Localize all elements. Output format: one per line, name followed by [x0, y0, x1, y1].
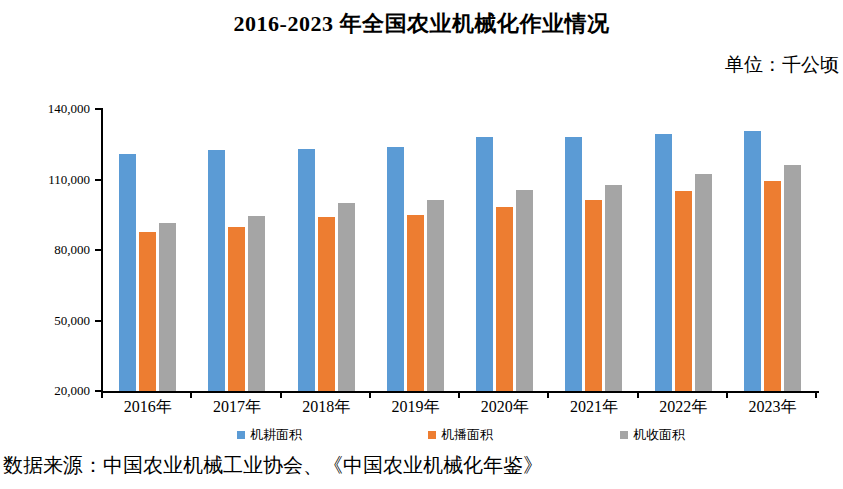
bar-series2-cat5: [605, 185, 622, 391]
legend-item: 机收面积: [620, 426, 685, 444]
legend-label: 机播面积: [441, 426, 493, 444]
bar-series1-cat5: [585, 200, 602, 392]
plot-area: [103, 109, 817, 391]
x-category-label: 2016年: [103, 397, 192, 418]
y-tick-label: 110,000: [0, 172, 90, 188]
bar-series2-cat3: [427, 200, 444, 391]
bar-series0-cat3: [387, 147, 404, 391]
x-category-label: 2019年: [371, 397, 460, 418]
bar-series2-cat0: [159, 223, 176, 391]
x-category-label: 2022年: [639, 397, 728, 418]
bar-series2-cat2: [338, 203, 355, 392]
y-tick-label: 80,000: [0, 242, 90, 258]
legend-swatch: [620, 431, 628, 439]
y-tick-label: 20,000: [0, 383, 90, 399]
y-tick-mark: [95, 320, 101, 322]
x-category-label: 2023年: [728, 397, 817, 418]
bar-series1-cat4: [496, 207, 513, 391]
bar-series1-cat6: [675, 191, 692, 391]
bar-series0-cat5: [565, 137, 582, 392]
chart-title: 2016-2023 年全国农业机械化作业情况: [0, 9, 843, 39]
y-tick-mark: [95, 179, 101, 181]
bar-series1-cat3: [407, 215, 424, 391]
data-source-note: 数据来源：中国农业机械工业协会、《中国农业机械化年鉴》: [3, 452, 543, 479]
y-tick-mark: [95, 390, 101, 392]
y-tick-mark: [95, 108, 101, 110]
legend-swatch: [428, 431, 436, 439]
chart-legend: 机耕面积 机播面积 机收面积: [0, 426, 843, 444]
x-category-label: 2020年: [460, 397, 549, 418]
bar-series0-cat6: [655, 134, 672, 391]
x-category-label: 2021年: [549, 397, 638, 418]
bar-series2-cat4: [516, 190, 533, 391]
x-axis-line: [101, 391, 819, 393]
bar-series0-cat0: [119, 154, 136, 391]
chart-figure: 2016-2023 年全国农业机械化作业情况 单位：千公顷 140,000 110…: [0, 0, 843, 489]
bar-series1-cat1: [228, 227, 245, 392]
unit-label: 单位：千公顷: [725, 52, 839, 78]
x-category-label: 2018年: [282, 397, 371, 418]
bar-series2-cat6: [695, 174, 712, 391]
legend-item: 机耕面积: [237, 426, 302, 444]
bar-series1-cat2: [318, 217, 335, 391]
bar-series0-cat1: [208, 150, 225, 391]
x-category-label: 2017年: [192, 397, 281, 418]
bar-series2-cat1: [248, 216, 265, 391]
y-tick-mark: [95, 249, 101, 251]
bar-series2-cat7: [784, 165, 801, 391]
bar-series1-cat7: [764, 181, 781, 391]
bar-series0-cat4: [476, 137, 493, 391]
legend-item: 机播面积: [428, 426, 493, 444]
legend-swatch: [237, 431, 245, 439]
bar-series0-cat2: [298, 149, 315, 391]
bar-series0-cat7: [744, 131, 761, 391]
bar-series1-cat0: [139, 232, 156, 391]
legend-label: 机耕面积: [250, 426, 302, 444]
y-tick-label: 140,000: [0, 101, 90, 117]
y-tick-label: 50,000: [0, 313, 90, 329]
legend-label: 机收面积: [633, 426, 685, 444]
